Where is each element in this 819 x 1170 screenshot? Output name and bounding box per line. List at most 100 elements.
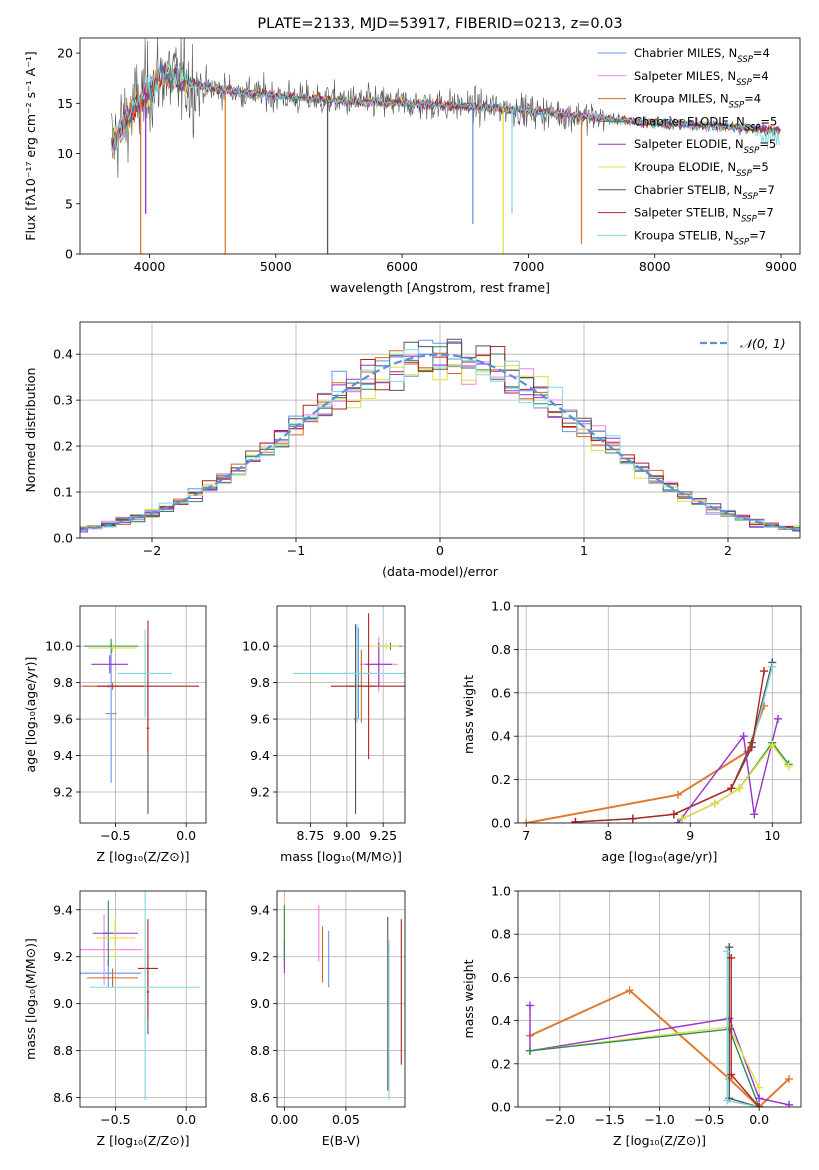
plot-area [277, 606, 405, 823]
data-point-marker [727, 1070, 736, 1079]
data-point-marker [755, 1083, 764, 1092]
errorbar-chabrier-miles [105, 644, 117, 783]
data-point-marker [727, 953, 736, 962]
errorbar-kroupa-elodie [95, 916, 136, 960]
data-point-marker [628, 814, 637, 823]
y-tick-label: 8.8 [53, 1043, 73, 1058]
errorbar-salpeter-elodie [91, 655, 129, 674]
y-tick-label: 20 [57, 46, 73, 61]
legend-label: Chabrier MILES, NSSP=4 [634, 46, 770, 65]
data-point-marker [785, 1074, 794, 1083]
legend-label: Chabrier STELIB, NSSP=7 [634, 183, 775, 202]
series-line-chabrier-stelib [575, 662, 773, 823]
data-point-marker [522, 819, 531, 823]
data-point-marker [760, 667, 769, 676]
y-tick-label: 9.2 [250, 785, 270, 800]
plot-area [80, 891, 206, 1107]
y-tick-label: 9.0 [53, 996, 73, 1011]
axes-frame [276, 605, 406, 824]
x-tick-label: −0.5 [100, 1112, 130, 1127]
x-tick-label: 0.0 [176, 828, 196, 843]
y-tick-label: 0.6 [491, 970, 511, 985]
x-tick-label: −1 [287, 543, 305, 558]
data-point-marker [747, 743, 756, 752]
y-tick-label: 0.8 [491, 927, 511, 942]
axes-frame [276, 890, 406, 1108]
x-axis-label: Z [log₁₀(Z/Z⊙)] [613, 1133, 706, 1148]
y-axis-label: mass [log₁₀(M/M⊙)] [23, 938, 38, 1060]
y-tick-label: 9.4 [53, 748, 73, 763]
data-point-marker [525, 1046, 534, 1055]
errorbar-kroupa-stelib [118, 629, 173, 718]
x-axis-label: (data-model)/error [382, 564, 499, 579]
x-tick-label: 5000 [260, 259, 292, 274]
legend-label: Salpeter ELODIE, NSSP=5 [634, 137, 776, 156]
x-tick-label: −1.0 [644, 1112, 674, 1127]
y-tick-label: 0.2 [491, 1056, 511, 1071]
y-tick-label: 10 [57, 146, 73, 161]
series-line-kroupa-stelib [111, 64, 781, 154]
data-point-marker [725, 943, 734, 952]
data-point-marker [774, 714, 783, 723]
y-tick-label: 9.2 [250, 949, 270, 964]
errorbar-chabrier-elodie [84, 638, 139, 654]
y-axis-label: age [log₁₀(age/yr)] [23, 657, 38, 773]
x-tick-label: 0 [436, 543, 444, 558]
legend-label: Salpeter STELIB, NSSP=7 [634, 206, 774, 225]
plot-area [518, 606, 801, 823]
x-tick-label: 8 [604, 828, 612, 843]
y-tick-label: 1.0 [491, 884, 511, 899]
legend: 𝒩(0, 1) [700, 336, 786, 351]
x-tick-label: 6000 [386, 259, 418, 274]
series-line-salpeter-stelib [111, 61, 781, 151]
series-line-orange [526, 705, 766, 823]
x-tick-label: 0.05 [332, 1112, 360, 1127]
series-line-chabrier-elodie [529, 1028, 760, 1107]
y-tick-label: 8.6 [250, 1090, 270, 1105]
x-tick-label: −0.5 [100, 828, 130, 843]
y-tick-label: 9.4 [250, 748, 270, 763]
data-point-marker [727, 784, 736, 793]
y-tick-label: 9.0 [250, 996, 270, 1011]
y-tick-label: 0.4 [491, 729, 511, 744]
axes-frame [79, 37, 801, 255]
x-tick-label: 1 [580, 543, 588, 558]
y-tick-label: 0.4 [53, 347, 73, 362]
y-axis-label: Flux [fλ10⁻¹⁷ erg cm⁻² s⁻¹ A⁻¹] [23, 51, 38, 240]
legend-label: Kroupa MILES, NSSP=4 [634, 92, 761, 111]
chart-weight_vs_age: 7 8 9 10 0.0 0.2 0.4 0.6 0.8 1.0 age [log₁₀(age/yr… [461, 599, 802, 864]
data-point-marker [739, 732, 748, 741]
data-point-marker [723, 947, 732, 956]
y-tick-label: 9.2 [53, 949, 73, 964]
legend-label: Salpeter MILES, NSSP=4 [634, 69, 769, 88]
x-axis-label: age [log₁₀(age/yr)] [602, 849, 718, 864]
chart-spectrum: 4000 5000 6000 7000 8000 9000 0 5 10 15 20 waveleng… [23, 16, 801, 295]
y-axis-label: Normed distribution [23, 368, 38, 493]
plot-area [111, 38, 782, 254]
y-tick-label: 0.2 [491, 772, 511, 787]
x-tick-label: 9 [686, 828, 694, 843]
plot-area [518, 891, 801, 1107]
y-tick-label: 9.8 [250, 675, 270, 690]
axes-frame [517, 605, 802, 824]
series-line-salpeter-stelib [575, 670, 765, 823]
y-tick-label: 0.3 [53, 393, 73, 408]
y-axis-label: mass weight [461, 675, 476, 754]
chart-mass_vs_Z: −0.5 0.0 8.6 8.8 9.0 9.2 9.4 Z [log₁₀(Z/Z⊙)] mas… [23, 890, 207, 1148]
data-point-marker [750, 810, 759, 819]
data-point-marker [785, 1100, 794, 1107]
y-tick-label: 15 [57, 96, 73, 111]
legend-label: Kroupa ELODIE, NSSP=5 [634, 160, 769, 179]
axes-frame [79, 890, 207, 1108]
data-point-marker [735, 784, 744, 793]
chart-title: PLATE=2133, MJD=53917, FIBERID=0213, z=0… [257, 16, 622, 32]
data-point-marker [755, 1103, 764, 1107]
data-point-marker [625, 986, 634, 995]
data-point-marker [768, 662, 777, 671]
gaussian-curve [80, 353, 800, 531]
y-tick-label: 0.4 [491, 1013, 511, 1028]
x-tick-label: 7 [522, 828, 530, 843]
legend-label: Kroupa STELIB, NSSP=7 [634, 228, 766, 247]
data-point-marker [669, 810, 678, 819]
x-tick-label: 9000 [765, 259, 797, 274]
